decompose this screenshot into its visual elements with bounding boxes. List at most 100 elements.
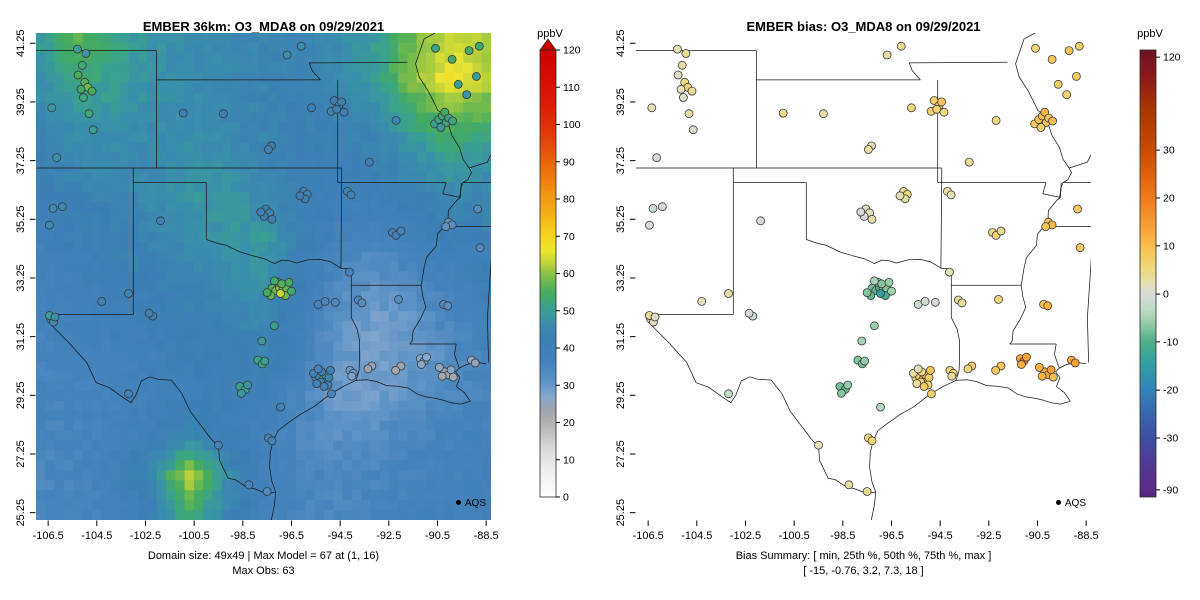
station-dot	[267, 214, 277, 224]
model-raster-map	[36, 33, 491, 520]
x-tick-label: -102.5	[730, 530, 761, 542]
station-dot	[269, 276, 279, 286]
station-dot	[306, 103, 316, 113]
aqs-legend-label: AQS	[464, 498, 486, 509]
colorbar-tick-label: 40	[563, 343, 575, 355]
x-tick-label: -102.5	[130, 530, 161, 542]
y-tick-label: 29.25	[15, 382, 27, 410]
state-outline	[309, 61, 408, 64]
station-dot	[647, 103, 657, 113]
station-dot	[124, 289, 133, 298]
station-dot	[1048, 372, 1058, 382]
station-dot	[925, 365, 935, 375]
x-tick-label: -96.5	[879, 530, 904, 542]
colorbar-tick-label: -30	[1163, 432, 1178, 444]
station-dot	[257, 336, 267, 346]
aqs-legend: AQS	[420, 498, 486, 509]
station-dot	[475, 243, 485, 253]
aqs-marker-icon	[455, 499, 461, 505]
colorbar-tick-label: 50	[563, 305, 575, 317]
station-dot	[744, 308, 754, 318]
y-tick-label: 25.25	[615, 499, 627, 527]
station-dot	[471, 72, 481, 81]
station-dot	[76, 84, 86, 94]
station-dot	[474, 41, 484, 51]
station-dot	[462, 90, 472, 99]
model-caption-domain: Domain size: 49x49 | Max Model = 67 at (…	[147, 550, 380, 562]
colorbar-tick-label: -10	[1163, 336, 1178, 348]
station-dot	[919, 382, 929, 391]
state-outline	[1087, 257, 1091, 363]
station-dot	[470, 358, 480, 368]
state-outline	[1042, 182, 1062, 198]
station-dot	[887, 286, 896, 296]
y-tick-label: 27.25	[15, 440, 27, 468]
station-dot	[243, 380, 253, 390]
station-dot	[957, 298, 967, 308]
state-outline	[950, 268, 960, 381]
station-dot	[77, 60, 87, 70]
state-outline	[468, 154, 491, 169]
station-dot	[324, 373, 334, 383]
station-dot	[939, 107, 949, 117]
station-dot	[1074, 41, 1084, 51]
station-dot	[1031, 43, 1040, 53]
station-dot	[926, 389, 936, 399]
state-outline	[806, 239, 942, 269]
colorbar-tick-label: 30	[563, 380, 575, 392]
station-dot	[436, 123, 446, 132]
station-dot	[778, 108, 788, 118]
station-dot	[652, 153, 662, 163]
station-dot	[262, 487, 272, 496]
station-dot	[73, 70, 83, 80]
station-dot	[884, 277, 894, 287]
x-tick-label: -100.5	[179, 530, 210, 542]
station-dot	[263, 145, 273, 154]
station-dot	[860, 356, 870, 366]
station-dot	[688, 125, 698, 135]
station-dot	[339, 107, 349, 117]
y-tick-label: 37.25	[615, 147, 627, 175]
station-dot	[996, 226, 1006, 236]
station-dot	[295, 191, 305, 201]
colorbar	[1139, 49, 1157, 498]
station-dot	[431, 43, 440, 53]
station-dot	[364, 157, 374, 167]
station-dot	[924, 373, 934, 383]
station-dot	[1041, 222, 1051, 232]
station-dot	[313, 364, 323, 374]
station-dot	[218, 109, 228, 119]
colorbar	[539, 49, 557, 498]
model-map-panel: -106.5 -104.5 -102.5 -100.5 -98.5 -96.5 -94.5 -…	[15, 19, 581, 577]
station-dot	[964, 157, 974, 167]
station-dot	[391, 116, 401, 125]
state-outline	[454, 343, 460, 369]
station-dot	[416, 360, 426, 369]
y-tick-label: 41.25	[15, 30, 27, 58]
station-dot	[844, 480, 854, 490]
state-outline	[270, 492, 277, 520]
station-dot	[1046, 365, 1056, 375]
station-dot	[214, 440, 223, 450]
x-tick-label: -90.5	[1025, 530, 1050, 542]
station-dot	[52, 153, 62, 163]
station-dot	[857, 336, 867, 346]
station-dot	[882, 50, 892, 60]
station-dot	[856, 207, 866, 217]
colorbar-tick-label: 90	[563, 156, 575, 168]
station-dot	[876, 402, 885, 412]
colorbar-tick-label: 110	[563, 82, 580, 94]
station-dot	[448, 372, 458, 382]
station-dot	[676, 84, 686, 94]
station-dot	[679, 93, 688, 102]
aqs-legend: AQS	[1020, 498, 1086, 509]
station-dot	[156, 216, 166, 226]
station-dot	[344, 267, 354, 277]
station-dot	[1037, 371, 1047, 381]
station-dot	[645, 220, 654, 230]
station-dot	[697, 296, 707, 306]
x-tick-label: -98.5	[830, 530, 855, 542]
aqs-marker-icon	[1055, 499, 1061, 505]
station-dot	[869, 276, 879, 286]
